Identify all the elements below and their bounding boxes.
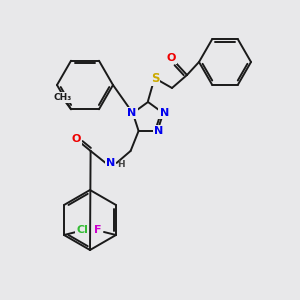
Text: N: N (127, 108, 136, 118)
Text: F: F (94, 225, 102, 235)
Text: O: O (166, 53, 176, 63)
Text: CH₃: CH₃ (54, 93, 72, 102)
Text: O: O (72, 134, 81, 144)
Text: N: N (106, 158, 115, 168)
Text: S: S (151, 71, 159, 85)
Text: Cl: Cl (76, 225, 88, 235)
Text: N: N (154, 126, 163, 136)
Text: N: N (160, 108, 169, 118)
Text: H: H (117, 160, 124, 169)
